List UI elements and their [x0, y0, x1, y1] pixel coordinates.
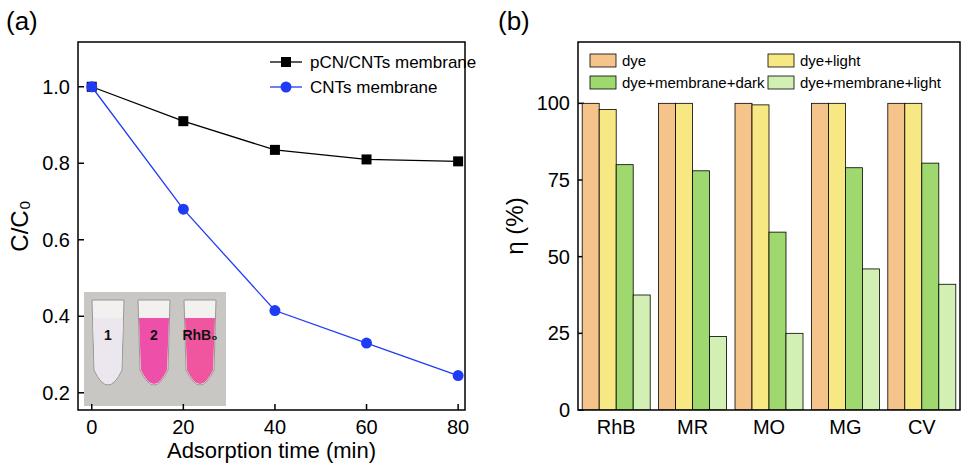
bar	[922, 163, 939, 410]
series-line	[92, 87, 458, 162]
legend-label: CNTs membrane	[310, 78, 438, 97]
x-tick-label: 0	[86, 416, 97, 438]
marker	[281, 57, 291, 67]
x-tick-label: RhB	[597, 416, 636, 438]
bar	[616, 165, 633, 410]
x-tick	[366, 404, 368, 410]
y-axis-title: C/C₀	[6, 200, 33, 251]
marker	[269, 305, 280, 316]
legend-label: dye+light	[800, 52, 861, 69]
plot-frame	[578, 42, 960, 410]
legend-swatch	[768, 76, 794, 89]
y-axis-title: η (%)	[501, 197, 528, 254]
y-tick	[78, 163, 84, 165]
x-tick-label: CV	[908, 416, 936, 438]
inset-label: RhB₀	[182, 327, 217, 343]
bar	[752, 105, 769, 410]
bar	[769, 232, 786, 410]
x-tick-label: 80	[447, 416, 469, 438]
x-tick-label: 40	[264, 416, 286, 438]
inset: 1 2 RhB₀	[84, 292, 226, 406]
legend-label: dye+membrane+light	[800, 74, 942, 91]
legend-label: pCN/CNTs membrane	[310, 53, 476, 72]
bar	[828, 103, 845, 410]
bar	[786, 333, 803, 410]
series-line	[92, 87, 458, 376]
x-tick-label: MR	[677, 416, 708, 438]
x-tick-label: 20	[172, 416, 194, 438]
bar	[633, 295, 650, 410]
marker	[87, 82, 97, 92]
y-tick-label: 1.0	[42, 76, 70, 98]
series-group	[86, 81, 463, 381]
inset-label: 2	[150, 327, 158, 343]
bar	[582, 103, 599, 410]
legend-swatch	[768, 54, 794, 67]
marker	[86, 81, 97, 92]
inset-liquid	[139, 318, 169, 384]
legend-swatch	[590, 54, 616, 67]
bar	[888, 103, 905, 410]
y-tick-label: 0.4	[42, 305, 70, 327]
inset-tube	[138, 300, 170, 385]
bar	[676, 103, 693, 410]
bar	[862, 269, 879, 410]
x-axis-title: Adsorption time (min)	[167, 438, 376, 463]
legend-swatch	[590, 76, 616, 89]
bar	[905, 103, 922, 410]
legend: dye dye+light dye+membrane+dark dye+membran…	[590, 52, 942, 91]
legend: pCN/CNTs membrane CNTs membrane	[270, 53, 476, 97]
plot-frame	[78, 42, 465, 410]
marker	[453, 370, 464, 381]
x-tick	[183, 404, 185, 410]
y-tick	[78, 316, 84, 318]
bar	[693, 171, 710, 410]
bar	[939, 284, 956, 410]
marker	[362, 154, 372, 164]
marker	[270, 145, 280, 155]
x-tick	[457, 404, 459, 410]
y-tick-label: 0.8	[42, 152, 70, 174]
y-tick-label: 0	[559, 399, 570, 421]
bar	[845, 168, 862, 410]
y-tick-label: 50	[548, 246, 570, 268]
legend-label: dye+membrane+dark	[622, 74, 765, 91]
x-tick	[91, 404, 93, 410]
bar	[599, 109, 616, 410]
inset-liquid	[93, 318, 123, 384]
bar	[710, 336, 727, 410]
y-tick-label: 0.6	[42, 229, 70, 251]
inset-bg	[84, 292, 226, 406]
y-tick-label: 100	[537, 92, 570, 114]
y-tick-label: 0.2	[42, 382, 70, 404]
chart-root: (a) 1 2 RhB₀ 0 20 40 60 80 0.2 0.4 0.6 0.8 1.0 C/C₀ Ads…	[0, 0, 969, 469]
marker	[178, 204, 189, 215]
marker	[281, 82, 292, 93]
y-tick-label: 25	[548, 322, 570, 344]
bar	[735, 103, 752, 410]
bars-group	[582, 103, 956, 410]
x-tick-label: 60	[355, 416, 377, 438]
marker	[361, 338, 372, 349]
x-tick-label: MO	[753, 416, 785, 438]
bar	[811, 103, 828, 410]
marker	[453, 156, 463, 166]
marker	[178, 116, 188, 126]
x-tick	[274, 404, 276, 410]
panel-label: (a)	[6, 6, 38, 36]
y-tick	[78, 392, 84, 394]
y-tick-label: 75	[548, 169, 570, 191]
legend-label: dye	[622, 52, 646, 69]
inset-label: 1	[104, 327, 112, 343]
panel-label: (b)	[498, 6, 530, 36]
x-tick-label: MG	[829, 416, 861, 438]
inset-tube	[92, 300, 124, 385]
y-tick	[78, 239, 84, 241]
bar	[659, 103, 676, 410]
y-tick	[78, 86, 84, 88]
